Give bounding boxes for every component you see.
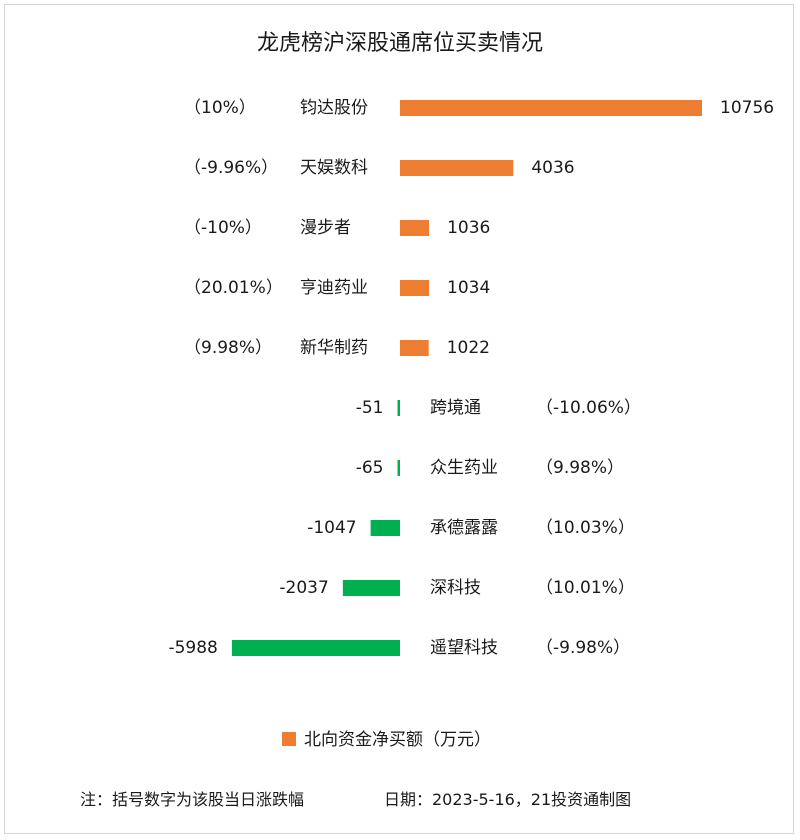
legend-label: 北向资金净买额（万元） xyxy=(304,730,491,750)
category-label: 钧达股份 xyxy=(300,98,368,118)
data-label: 10756 xyxy=(720,98,774,118)
change-label: （9.98%） xyxy=(184,338,272,358)
category-label: 跨境通 xyxy=(430,398,481,418)
change-label: （20.01%） xyxy=(184,278,283,298)
chart-title: 龙虎榜沪深股通席位买卖情况 xyxy=(257,31,543,56)
bar xyxy=(400,100,702,116)
category-label: 新华制药 xyxy=(300,338,368,358)
bar xyxy=(370,520,400,536)
category-label: 众生药业 xyxy=(430,458,498,478)
bar xyxy=(400,220,430,236)
legend: 北向资金净买额（万元） xyxy=(282,730,491,750)
bar xyxy=(400,280,430,296)
data-label: -5988 xyxy=(168,638,217,658)
legend-swatch xyxy=(282,732,296,746)
bar xyxy=(400,340,429,356)
data-label: 1034 xyxy=(447,278,490,298)
bar xyxy=(397,400,400,416)
change-label: （10%） xyxy=(184,98,256,118)
chart-frame xyxy=(4,4,794,834)
data-label: -1047 xyxy=(307,518,356,538)
bar xyxy=(397,460,400,476)
footer-date: 日期：2023-5-16，21投资通制图 xyxy=(384,790,631,809)
category-label: 深科技 xyxy=(430,578,481,598)
data-label: -2037 xyxy=(279,578,328,598)
footer-note: 注：括号数字为该股当日涨跌幅 xyxy=(80,790,304,809)
change-label: （-10.06%） xyxy=(536,398,641,418)
change-label: （-10%） xyxy=(184,218,262,238)
change-label: （9.98%） xyxy=(536,458,624,478)
category-label: 承德露露 xyxy=(430,518,498,538)
data-label: 1036 xyxy=(447,218,490,238)
change-label: （10.03%） xyxy=(536,518,635,538)
category-label: 遥望科技 xyxy=(430,638,498,658)
change-label: （-9.98%） xyxy=(536,638,630,658)
bar xyxy=(231,640,400,656)
change-label: （-9.96%） xyxy=(184,158,278,178)
category-label: 天娱数科 xyxy=(300,158,368,178)
data-label: 1022 xyxy=(447,338,490,358)
bar xyxy=(342,580,400,596)
category-label: 漫步者 xyxy=(300,218,351,238)
data-label: 4036 xyxy=(531,158,574,178)
data-label: -65 xyxy=(356,458,384,478)
change-label: （10.01%） xyxy=(536,578,635,598)
category-label: 亨迪药业 xyxy=(300,278,368,298)
bar xyxy=(400,160,514,176)
chart-rows: 10756 钧达股份 （10%） 4036 天娱数科 （-9.96%） 1036 漫步者 （-1… xyxy=(168,98,774,658)
data-label: -51 xyxy=(356,398,384,418)
